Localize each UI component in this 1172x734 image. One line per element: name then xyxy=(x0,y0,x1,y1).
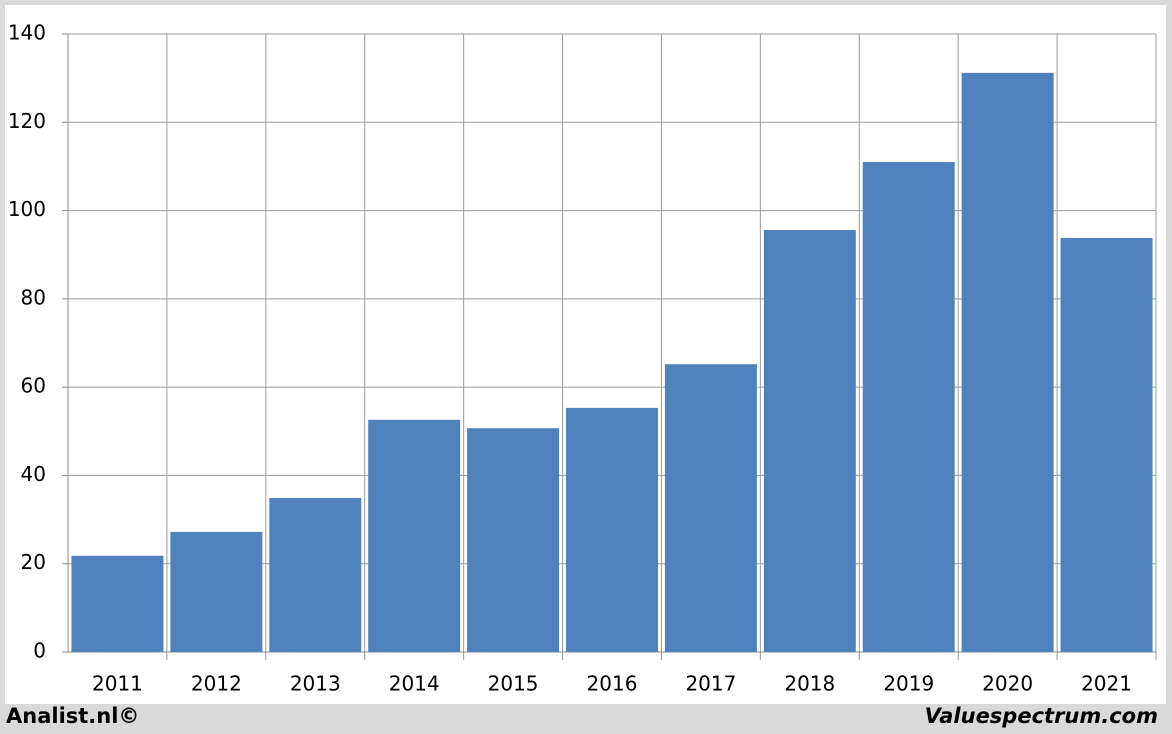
x-tick-label: 2016 xyxy=(587,672,638,696)
bar xyxy=(862,162,955,652)
y-tick-label: 0 xyxy=(33,639,46,663)
y-tick-label: 40 xyxy=(21,462,46,486)
bar xyxy=(467,428,560,652)
bar xyxy=(71,555,164,652)
bar xyxy=(763,229,856,652)
source-right: Valuespectrum.com xyxy=(925,704,1158,728)
source-left: Analist.nl© xyxy=(6,704,139,728)
x-tick-label: 2014 xyxy=(389,672,440,696)
bar xyxy=(664,364,757,652)
bar xyxy=(961,72,1054,653)
y-tick-label: 140 xyxy=(8,21,46,45)
y-tick-label: 20 xyxy=(21,550,46,574)
x-tick-label: 2013 xyxy=(290,672,341,696)
bar xyxy=(566,407,658,652)
x-tick-label: 2021 xyxy=(1081,672,1132,696)
bar xyxy=(368,419,461,652)
x-tick-label: 2020 xyxy=(982,672,1033,696)
x-tick-label: 2018 xyxy=(784,672,835,696)
bar xyxy=(1060,237,1153,652)
bar xyxy=(269,497,362,652)
x-tick-label: 2012 xyxy=(191,672,242,696)
y-tick-label: 100 xyxy=(8,197,46,221)
x-tick-label: 2017 xyxy=(685,672,736,696)
x-tick-label: 2019 xyxy=(883,672,934,696)
y-tick-label: 60 xyxy=(21,374,46,398)
y-tick-label: 120 xyxy=(8,109,46,133)
bar xyxy=(170,531,263,652)
y-tick-label: 80 xyxy=(21,285,46,309)
x-tick-label: 2015 xyxy=(488,672,539,696)
x-tick-label: 2011 xyxy=(92,672,143,696)
